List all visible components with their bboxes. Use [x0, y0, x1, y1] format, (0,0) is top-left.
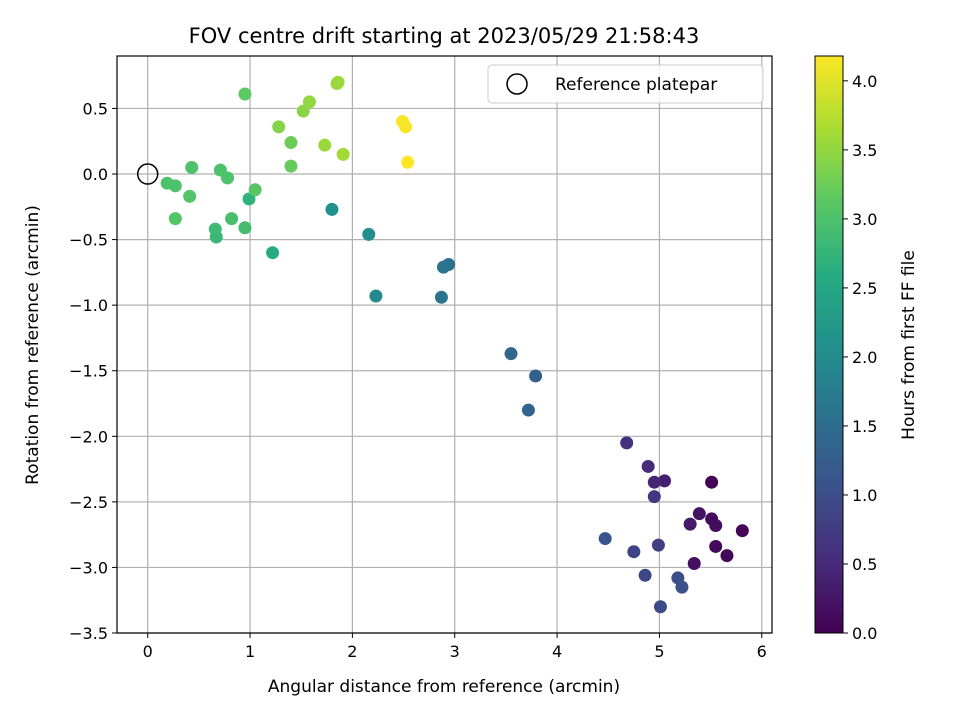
x-tick-label: 6 [757, 642, 767, 661]
x-tick-label: 1 [245, 642, 255, 661]
data-point [709, 539, 723, 553]
data-point [185, 160, 199, 174]
y-tick-label: 0.0 [83, 165, 108, 184]
data-point [238, 87, 252, 101]
reference-marker [136, 163, 159, 185]
colorbar-tick-label: 3.0 [852, 210, 877, 229]
colorbar [814, 55, 844, 634]
data-point [183, 189, 197, 203]
data-point [627, 545, 641, 559]
x-tick-label: 0 [143, 642, 153, 661]
colorbar-tick-label: 2.0 [852, 348, 877, 367]
data-point [401, 155, 415, 169]
y-tick-label: −3.0 [69, 558, 108, 577]
data-point [683, 517, 697, 531]
legend-marker [506, 73, 528, 95]
data-point [331, 75, 345, 89]
y-tick-label: −1.0 [69, 296, 108, 315]
data-point [399, 120, 413, 134]
data-point [675, 580, 689, 594]
data-point [692, 507, 706, 521]
data-point [362, 227, 376, 241]
data-point [296, 104, 310, 118]
y-tick-label: −0.5 [69, 231, 108, 250]
data-point [720, 549, 734, 563]
data-point [521, 403, 535, 417]
data-point [709, 518, 723, 532]
data-point [653, 600, 667, 614]
y-tick-label: −2.0 [69, 427, 108, 446]
y-tick-label: −1.5 [69, 362, 108, 381]
colorbar-tick-label: 1.0 [852, 486, 877, 505]
colorbar-tick-label: 1.5 [852, 417, 877, 436]
colorbar-tick-label: 3.5 [852, 141, 877, 160]
data-point [318, 138, 332, 152]
data-point [705, 475, 719, 489]
data-point [238, 221, 252, 235]
data-point [620, 436, 634, 450]
colorbar-tick-label: 0.5 [852, 555, 877, 574]
data-point [658, 474, 672, 488]
y-axis-ticks: −3.5 −3.0 −2.5 −2.0 −1.5 −1.0 −0.5 0.0 0.5 [69, 99, 117, 643]
data-point [213, 163, 227, 177]
data-point [248, 183, 262, 197]
x-tick-label: 2 [347, 642, 357, 661]
data-point [434, 290, 448, 304]
data-point [168, 212, 182, 226]
data-point [325, 202, 339, 216]
x-tick-label: 5 [654, 642, 664, 661]
colorbar-label: Hours from first FF file [899, 250, 919, 440]
x-axis-ticks: 0 1 2 3 4 5 6 [143, 633, 767, 661]
data-point [504, 347, 518, 361]
data-point [302, 95, 316, 109]
data-point [266, 246, 280, 260]
x-tick-label: 4 [552, 642, 562, 661]
data-point [208, 222, 222, 236]
colorbar-tick-label: 0.0 [852, 624, 877, 643]
legend: Reference platepar [487, 64, 764, 104]
colorbar-ticks: 0.0 0.5 1.0 1.5 2.0 2.5 3.0 3.5 4.0 [843, 72, 877, 643]
data-point [272, 120, 286, 134]
x-tick-label: 3 [450, 642, 460, 661]
y-tick-label: −3.5 [69, 624, 108, 643]
data-point [651, 538, 665, 552]
data-point [529, 369, 543, 383]
chart-title: FOV centre drift starting at 2023/05/29 … [189, 24, 700, 48]
legend-box [487, 64, 764, 104]
data-point [284, 136, 298, 150]
y-tick-label: −2.5 [69, 493, 108, 512]
data-point [369, 289, 383, 303]
plot-frame [116, 55, 773, 634]
data-points [160, 75, 749, 614]
data-point [284, 159, 298, 173]
data-point [598, 532, 612, 546]
y-axis-label: Rotation from reference (arcmin) [23, 205, 43, 485]
data-point [641, 459, 655, 473]
x-axis-label: Angular distance from reference (arcmin) [268, 677, 620, 697]
data-point [638, 568, 652, 582]
legend-label: Reference platepar [555, 75, 717, 95]
colorbar-tick-label: 4.0 [852, 72, 877, 91]
data-point [168, 179, 182, 193]
data-point [687, 556, 701, 570]
data-point [242, 192, 256, 206]
data-point [336, 147, 350, 161]
y-tick-label: 0.5 [83, 99, 108, 118]
data-point [647, 475, 661, 489]
colorbar-tick-label: 2.5 [852, 279, 877, 298]
data-point [647, 490, 661, 504]
data-point [436, 260, 450, 274]
data-point [735, 524, 749, 538]
data-point [225, 212, 239, 226]
